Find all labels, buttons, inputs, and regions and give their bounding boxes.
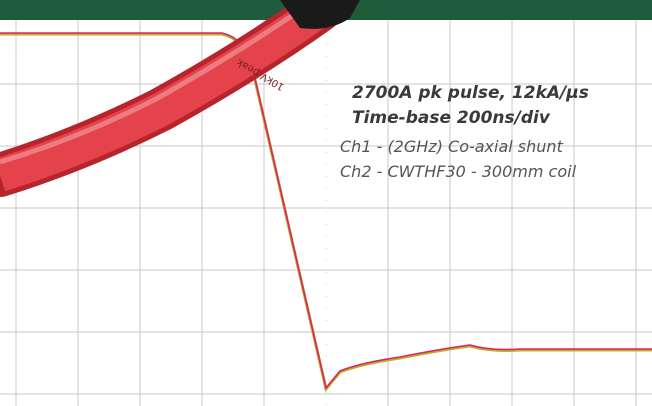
annotation-ch2: Ch2 - CWTHF30 - 300mm coil [340, 162, 577, 181]
cable: 10kV peak [0, 0, 360, 197]
annotation-timebase: Time-base 200ns/div [352, 108, 551, 128]
annotation-ch1: Ch1 - (2GHz) Co-axial shunt [340, 137, 564, 156]
annotation-title: 2700A pk pulse, 12kA/µs [352, 83, 589, 103]
